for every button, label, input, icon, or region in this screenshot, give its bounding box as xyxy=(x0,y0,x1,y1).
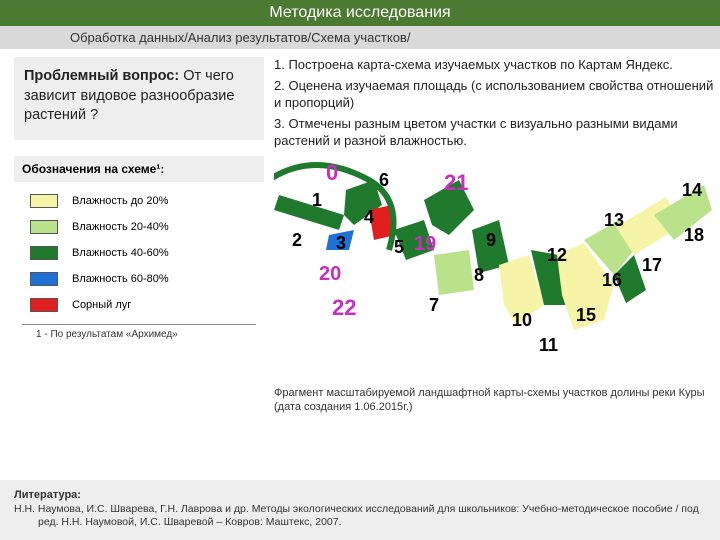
map-number-label: 17 xyxy=(642,255,662,276)
step-3: 3. Отмечены разным цветом участки с визу… xyxy=(274,116,714,150)
map-number-label: 16 xyxy=(602,270,622,291)
legend-label: Влажность 40-60% xyxy=(72,247,169,259)
legend-item: Влажность 20-40% xyxy=(30,220,264,234)
map-number-label: 8 xyxy=(474,265,484,286)
map-number-label: 20 xyxy=(319,263,341,286)
legend-label: Влажность 60-80% xyxy=(72,273,169,285)
map-parcel xyxy=(434,250,474,295)
map-caption: Фрагмент масштабируемой ландшафтной карт… xyxy=(274,387,714,415)
references-title: Литература: xyxy=(14,488,706,502)
step-1: 1. Построена карта-схема изучаемых участ… xyxy=(274,57,714,74)
map-number-label: 15 xyxy=(576,305,596,326)
map-number-label: 10 xyxy=(512,310,532,331)
map-number-label: 7 xyxy=(429,295,439,316)
legend-label: Влажность до 20% xyxy=(72,195,168,207)
map-number-label: 11 xyxy=(539,335,558,356)
map-number-label: 22 xyxy=(332,295,356,321)
legend-item: Сорный луг xyxy=(30,298,264,312)
map-number-label: 21 xyxy=(444,170,468,196)
right-column: 1. Построена карта-схема изучаемых участ… xyxy=(274,57,714,415)
header-bar: Методика исследования xyxy=(0,0,720,26)
legend-swatch xyxy=(30,246,58,260)
step-2: 2. Оценена изучаемая площадь (с использо… xyxy=(274,78,714,112)
header-title: Методика исследования xyxy=(269,4,450,21)
map-number-label: 3 xyxy=(336,233,346,254)
question-title: Проблемный вопрос: xyxy=(24,68,179,84)
map-number-label: 2 xyxy=(292,230,302,251)
map-number-label: 4 xyxy=(364,207,374,228)
breadcrumb-text: Обработка данных/Анализ результатов/Схем… xyxy=(70,30,410,45)
legend-label: Сорный луг xyxy=(72,299,131,311)
map-number-label: 13 xyxy=(604,210,624,231)
map-number-label: 9 xyxy=(486,230,496,251)
steps-block: 1. Построена карта-схема изучаемых участ… xyxy=(274,57,714,149)
legend-footnote: 1 - По результатам «Архимед» xyxy=(14,329,264,340)
references-box: Литература: Н.Н. Наумова, И.С. Шварева, … xyxy=(0,480,720,540)
content-area: Проблемный вопрос: От чего зависит видов… xyxy=(0,49,720,415)
references-body: Н.Н. Наумова, И.С. Шварева, Г.Н. Лаврова… xyxy=(14,503,706,530)
legend-divider xyxy=(22,324,256,325)
map-number-label: 5 xyxy=(394,237,404,258)
breadcrumb-bar: Обработка данных/Анализ результатов/Схем… xyxy=(0,26,720,49)
left-column: Проблемный вопрос: От чего зависит видов… xyxy=(14,57,264,415)
legend-item: Влажность 60-80% xyxy=(30,272,264,286)
map-number-label: 0 xyxy=(326,160,338,186)
legend-list: Влажность до 20% Влажность 20-40% Влажност… xyxy=(14,194,264,312)
legend-label: Влажность 20-40% xyxy=(72,221,169,233)
legend-title: Обозначения на схеме¹: xyxy=(14,156,264,182)
legend-swatch xyxy=(30,298,58,312)
map-number-label: 12 xyxy=(547,245,567,266)
map-parcel xyxy=(274,195,344,230)
legend-item: Влажность 40-60% xyxy=(30,246,264,260)
legend-swatch xyxy=(30,220,58,234)
question-box: Проблемный вопрос: От чего зависит видов… xyxy=(14,57,264,140)
map-number-label: 6 xyxy=(379,170,389,191)
map-number-label: 18 xyxy=(684,225,704,246)
map-number-label: 19 xyxy=(414,233,436,256)
legend-swatch xyxy=(30,272,58,286)
map-number-label: 1 xyxy=(312,190,322,211)
map-number-label: 14 xyxy=(682,180,702,201)
map-diagram: 012345678910111213141516171819202122 xyxy=(274,155,714,385)
legend-item: Влажность до 20% xyxy=(30,194,264,208)
legend-swatch xyxy=(30,194,58,208)
